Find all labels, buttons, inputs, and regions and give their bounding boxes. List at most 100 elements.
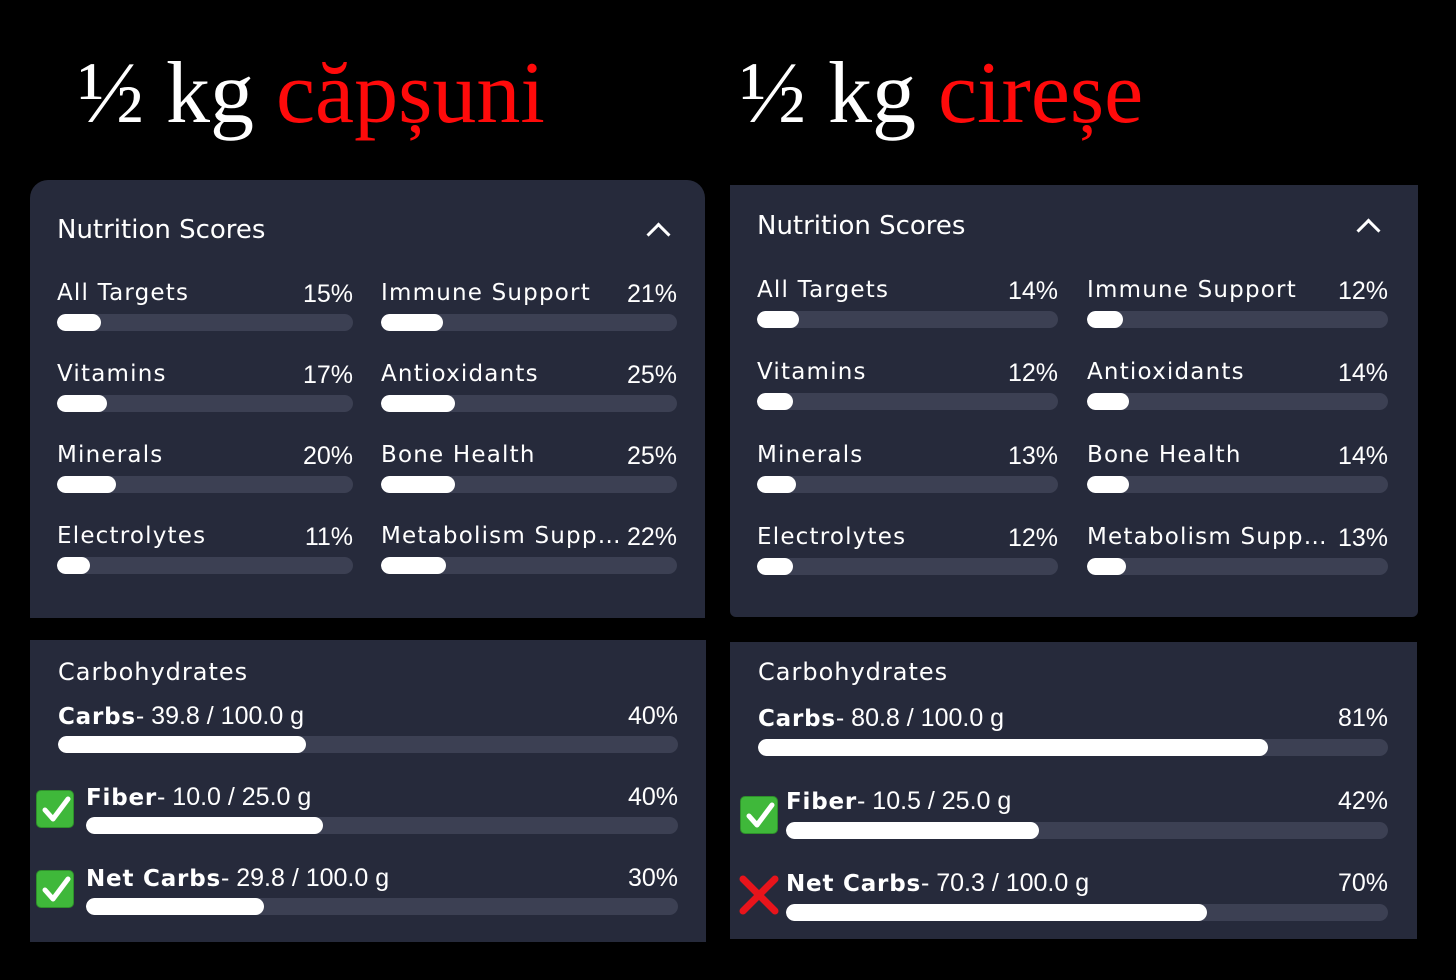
score-label: Vitamins: [757, 359, 867, 385]
score-label: Immune Support: [1087, 277, 1297, 303]
carb-percent: 42%: [1337, 787, 1388, 815]
score-progress-track: [381, 476, 677, 493]
score-progress-fill: [757, 393, 794, 410]
carb-row-net-carbs: Net Carbs- 70.3 / 100.0 g 70%: [786, 869, 1388, 922]
score-label: All Targets: [57, 280, 190, 306]
carb-amount: - 80.8 / 100.0 g: [835, 704, 1005, 732]
score-item: Immune Support 12%: [1087, 277, 1388, 328]
score-progress-fill: [381, 314, 444, 331]
carb-progress-track: [58, 736, 678, 753]
check-mark-icon: [740, 796, 778, 834]
score-item: Bone Health 25%: [381, 442, 677, 493]
score-percent: 25%: [626, 361, 677, 389]
heading-quantity: ½ kg: [78, 45, 276, 142]
carb-row-net-carbs: Net Carbs- 29.8 / 100.0 g 30%: [86, 864, 678, 916]
carb-row-heading: Carbs- 80.8 / 100.0 g: [758, 704, 1004, 733]
score-progress-fill: [757, 311, 800, 328]
score-progress-track: [1087, 311, 1388, 328]
score-percent: 11%: [304, 523, 353, 551]
carb-row-carbs: Carbs- 80.8 / 100.0 g 81%: [758, 704, 1388, 757]
score-progress-track: [757, 393, 1058, 410]
score-label: Vitamins: [57, 361, 167, 387]
score-progress-track: [1087, 476, 1388, 493]
carb-row-heading: Carbs- 39.8 / 100.0 g: [58, 702, 304, 731]
score-item: Electrolytes 11%: [57, 523, 353, 574]
score-progress-fill: [381, 395, 455, 412]
score-item: Electrolytes 12%: [757, 524, 1058, 575]
score-item: All Targets 15%: [57, 280, 353, 331]
score-item: Vitamins 17%: [57, 361, 353, 412]
nutrition-scores-panel: Nutrition Scores All Targets 15% Immune Su…: [30, 180, 705, 618]
carb-progress-track: [786, 822, 1388, 839]
carb-progress-fill: [786, 822, 1039, 839]
score-progress-fill: [381, 476, 455, 493]
carb-amount: - 10.0 / 25.0 g: [157, 783, 312, 811]
carb-name: Net Carbs: [86, 866, 221, 892]
score-label: Minerals: [757, 442, 864, 468]
score-percent: 25%: [626, 442, 677, 470]
carb-progress-fill: [86, 817, 323, 834]
score-label: Antioxidants: [381, 361, 539, 387]
score-progress-fill: [1087, 558, 1127, 575]
score-progress-fill: [381, 557, 447, 574]
carb-row-heading: Net Carbs- 70.3 / 100.0 g: [786, 869, 1089, 898]
carb-progress-track: [86, 898, 678, 915]
carbohydrates-panel: Carbohydrates Carbs- 39.8 / 100.0 g 40% Fi…: [30, 640, 706, 942]
score-progress-fill: [1087, 393, 1130, 410]
carb-percent: 81%: [1337, 704, 1388, 732]
score-item: Bone Health 14%: [1087, 442, 1388, 493]
score-progress-track: [757, 558, 1058, 575]
check-mark-icon: [36, 790, 74, 828]
score-label: Minerals: [57, 442, 164, 468]
score-percent: 13%: [1337, 524, 1388, 552]
score-label: Electrolytes: [757, 524, 907, 550]
nutrition-scores-panel: Nutrition Scores All Targets 14% Immune Su…: [730, 185, 1418, 617]
score-progress-track: [757, 311, 1058, 328]
carb-row-heading: Net Carbs- 29.8 / 100.0 g: [86, 864, 389, 893]
heading-fruit-name: cireșe: [938, 45, 1144, 142]
score-progress-track: [57, 557, 353, 574]
score-percent: 21%: [626, 280, 677, 308]
score-percent: 14%: [1337, 359, 1388, 387]
check-mark-icon: [36, 870, 74, 908]
chevron-up-icon[interactable]: [646, 222, 671, 247]
score-item: Metabolism Supp... 22%: [381, 523, 677, 574]
nutrition-scores-title: Nutrition Scores: [57, 215, 266, 245]
carb-progress-fill: [786, 904, 1208, 921]
carb-name: Carbs: [58, 704, 136, 730]
score-progress-fill: [57, 476, 117, 493]
carb-amount: - 39.8 / 100.0 g: [135, 702, 305, 730]
score-percent: 12%: [1007, 524, 1058, 552]
score-label: Bone Health: [1087, 442, 1242, 468]
score-item: Antioxidants 14%: [1087, 359, 1388, 410]
carb-row-fiber: Fiber- 10.5 / 25.0 g 42%: [786, 787, 1388, 840]
score-percent: 17%: [302, 361, 353, 389]
score-percent: 22%: [626, 523, 677, 551]
carb-progress-track: [786, 904, 1388, 921]
heading-fruit-name: căpșuni: [276, 45, 545, 142]
score-label: Bone Health: [381, 442, 536, 468]
carb-progress-track: [758, 739, 1388, 756]
score-percent: 15%: [302, 280, 353, 308]
carb-percent: 40%: [627, 702, 678, 730]
carb-name: Fiber: [86, 785, 158, 811]
score-progress-fill: [757, 558, 794, 575]
carb-row-fiber: Fiber- 10.0 / 25.0 g 40%: [86, 783, 678, 835]
score-percent: 20%: [302, 442, 353, 470]
score-label: Electrolytes: [57, 523, 207, 549]
score-progress-fill: [57, 395, 108, 412]
carbohydrates-title: Carbohydrates: [58, 658, 249, 686]
carb-percent: 30%: [627, 864, 678, 892]
score-progress-fill: [1087, 476, 1130, 493]
score-label: All Targets: [757, 277, 890, 303]
carb-row-heading: Fiber- 10.5 / 25.0 g: [786, 787, 1011, 816]
carb-amount: - 29.8 / 100.0 g: [220, 864, 390, 892]
carb-progress-fill: [758, 739, 1269, 756]
chevron-up-icon[interactable]: [1356, 218, 1381, 243]
score-progress-fill: [57, 314, 102, 331]
carb-progress-fill: [58, 736, 306, 753]
score-item: Vitamins 12%: [757, 359, 1058, 410]
score-progress-track: [381, 314, 677, 331]
nutrition-scores-title: Nutrition Scores: [757, 211, 966, 241]
score-progress-track: [381, 557, 677, 574]
